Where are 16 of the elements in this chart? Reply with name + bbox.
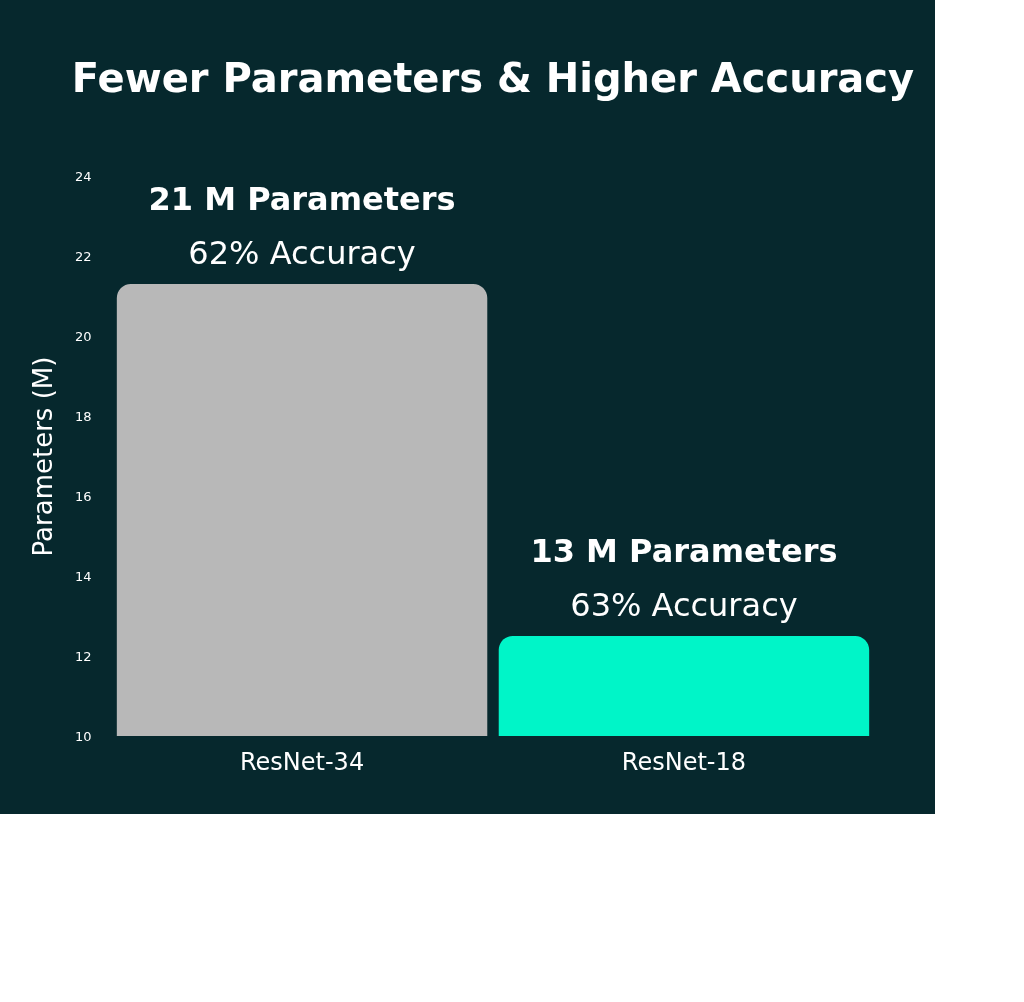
data-label: 13 M Parameters xyxy=(530,532,838,570)
data-label: 21 M Parameters xyxy=(148,180,456,218)
x-tick-label: ResNet-18 xyxy=(621,747,747,776)
y-axis-title: Parameters (M) xyxy=(27,356,58,557)
y-tick-label: 18 xyxy=(74,408,92,424)
y-tick-label: 20 xyxy=(74,328,92,344)
y-tick-label: 24 xyxy=(74,168,92,184)
chart-title: Fewer Parameters & Higher Accuracy xyxy=(71,55,915,101)
y-tick-label: 22 xyxy=(74,248,92,264)
y-tick-label: 10 xyxy=(74,728,92,744)
x-tick-label: ResNet-34 xyxy=(239,747,365,776)
annotation: 62% Accuracy xyxy=(188,234,416,272)
y-tick-label: 12 xyxy=(74,648,92,664)
y-tick-label: 16 xyxy=(74,488,92,504)
y-tick-label: 14 xyxy=(74,568,92,584)
annotation: 63% Accuracy xyxy=(570,586,798,624)
